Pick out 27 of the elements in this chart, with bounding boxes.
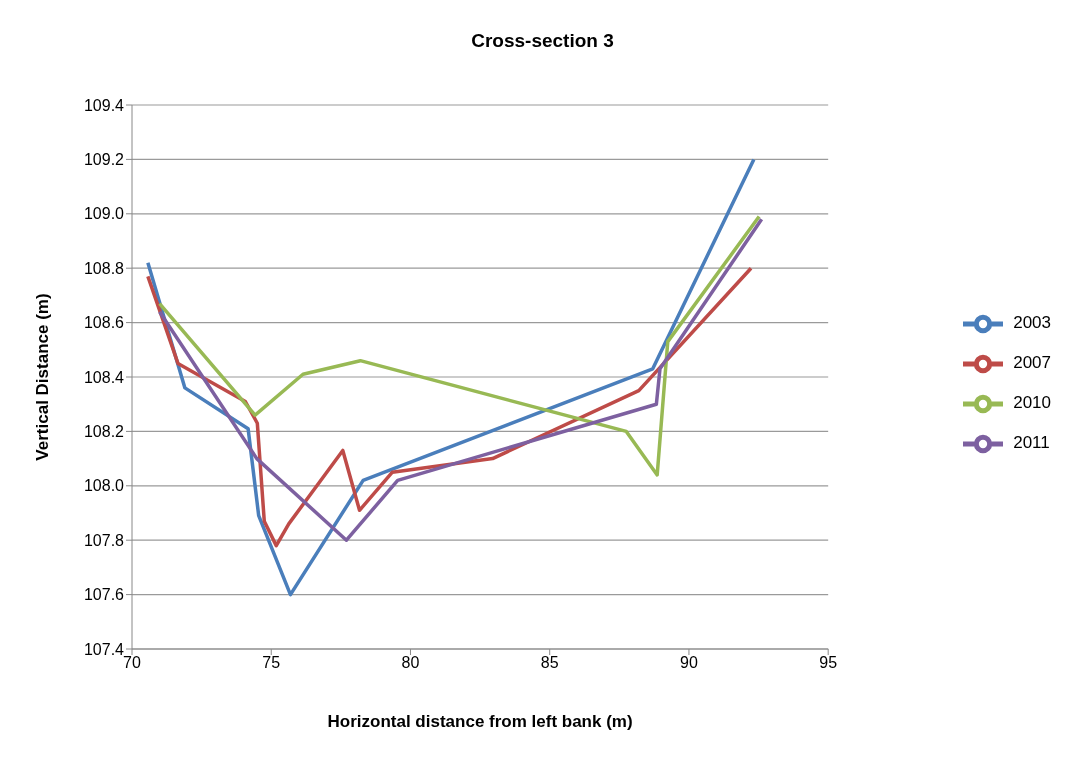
- x-tick-label: 70: [123, 654, 141, 672]
- x-tick-label: 90: [680, 654, 698, 672]
- line-series: [157, 214, 761, 477]
- y-tick-label: 108.6: [83, 314, 125, 332]
- legend-label: 2003: [1013, 312, 1051, 332]
- y-axis-title: Vertical Distance (m): [33, 293, 53, 461]
- y-tick-label: 109.2: [83, 151, 125, 169]
- y-tick-label: 109.0: [83, 205, 125, 223]
- x-tick-label: 95: [819, 654, 838, 672]
- y-tick-label: 108.0: [83, 477, 125, 495]
- legend-label: 2010: [1013, 392, 1051, 412]
- y-tick-label: 108.4: [83, 368, 125, 386]
- x-tick-label: 85: [540, 654, 559, 672]
- y-tick-label: 107.6: [83, 586, 125, 604]
- line-series: [146, 157, 756, 597]
- line-series: [157, 217, 764, 542]
- y-tick-label: 109.4: [83, 96, 125, 114]
- y-tick-label: 108.8: [83, 259, 125, 277]
- x-axis-title: Horizontal distance from left bank (m): [327, 712, 633, 731]
- y-tick-label: 108.2: [83, 423, 125, 441]
- y-tick-label: 107.4: [83, 640, 125, 658]
- legend-label: 2011: [1013, 432, 1050, 452]
- x-tick-label: 80: [401, 654, 420, 672]
- chart-title: Cross-section 3: [470, 30, 615, 52]
- y-tick-label: 107.8: [83, 531, 125, 549]
- legend-label: 2007: [1013, 352, 1051, 372]
- x-tick-label: 75: [262, 654, 281, 672]
